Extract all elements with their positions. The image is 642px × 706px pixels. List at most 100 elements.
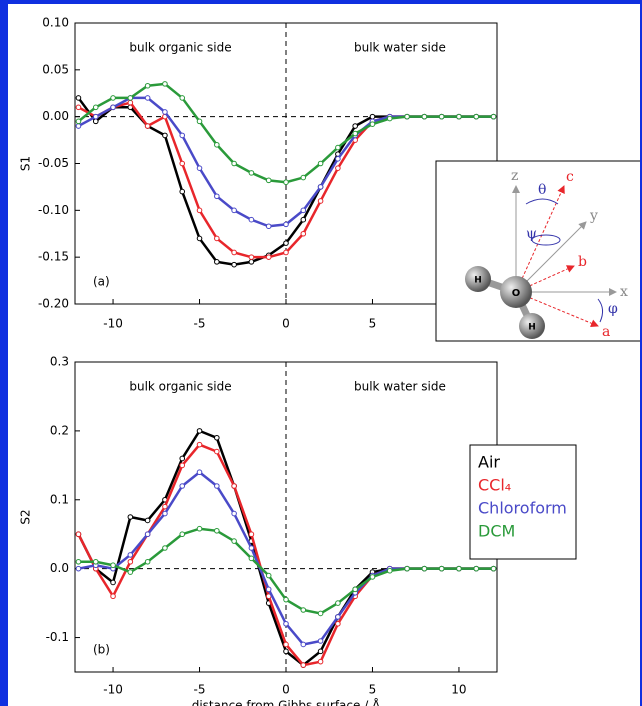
y-tick-label: 0.10 bbox=[42, 16, 69, 30]
point bbox=[179, 160, 186, 167]
point bbox=[162, 109, 168, 115]
point bbox=[214, 434, 220, 441]
point bbox=[75, 558, 82, 565]
point bbox=[231, 510, 237, 517]
point bbox=[265, 572, 272, 579]
point bbox=[386, 115, 393, 122]
vector-label: a bbox=[602, 324, 610, 340]
point bbox=[214, 483, 220, 489]
x-tick-label: -10 bbox=[103, 317, 123, 331]
point bbox=[283, 221, 289, 228]
point bbox=[196, 428, 203, 434]
atom bbox=[465, 266, 491, 292]
legend: Air CCl₄ Chloroform DCM bbox=[469, 444, 577, 560]
point bbox=[335, 614, 341, 620]
point bbox=[179, 483, 186, 489]
atom-label: H bbox=[528, 323, 536, 333]
point bbox=[283, 641, 289, 648]
point bbox=[283, 249, 289, 256]
point bbox=[162, 510, 168, 517]
y-tick-label: 0.00 bbox=[42, 109, 69, 123]
point bbox=[231, 538, 237, 544]
point bbox=[127, 99, 134, 106]
point bbox=[127, 558, 134, 565]
atom bbox=[519, 313, 545, 339]
y-tick-label: 0.0 bbox=[50, 561, 69, 575]
legend-entry: Chloroform bbox=[478, 499, 567, 518]
point bbox=[248, 545, 255, 551]
axis-arrow bbox=[515, 221, 587, 293]
point bbox=[144, 95, 151, 101]
point bbox=[179, 462, 186, 469]
point bbox=[214, 141, 220, 148]
point bbox=[300, 174, 307, 181]
point bbox=[75, 123, 82, 129]
angle-arc bbox=[531, 234, 561, 246]
point bbox=[283, 620, 289, 627]
point bbox=[335, 620, 341, 627]
point bbox=[144, 558, 151, 565]
annotation: bulk water side bbox=[354, 41, 446, 55]
x-tick-label: 5 bbox=[369, 683, 377, 697]
point bbox=[369, 121, 376, 127]
panel-label: (a) bbox=[93, 275, 110, 289]
point bbox=[317, 198, 324, 204]
point bbox=[317, 648, 324, 655]
point bbox=[196, 207, 203, 214]
inset-box bbox=[435, 160, 640, 342]
point bbox=[144, 517, 151, 524]
point bbox=[214, 259, 220, 265]
point bbox=[162, 503, 168, 510]
point bbox=[421, 113, 428, 120]
point bbox=[214, 193, 220, 200]
point bbox=[75, 95, 82, 101]
point bbox=[196, 469, 203, 476]
point bbox=[214, 235, 220, 242]
point bbox=[386, 567, 393, 574]
point bbox=[162, 132, 168, 139]
point bbox=[317, 638, 324, 644]
x-axis-label: distance from Gibbs surface / Å bbox=[192, 698, 381, 706]
point bbox=[317, 610, 324, 617]
point bbox=[473, 565, 480, 572]
point bbox=[335, 600, 341, 606]
angle-label: ψ bbox=[526, 226, 537, 242]
point bbox=[300, 216, 307, 223]
point bbox=[248, 259, 255, 265]
axis-label: y bbox=[589, 208, 598, 224]
point bbox=[335, 165, 341, 171]
point bbox=[300, 607, 307, 613]
point bbox=[317, 658, 324, 665]
point bbox=[92, 558, 99, 565]
point bbox=[369, 113, 376, 120]
point bbox=[231, 483, 237, 489]
legend-entry: CCl₄ bbox=[478, 476, 511, 495]
atom-label: H bbox=[474, 276, 482, 286]
point bbox=[248, 216, 255, 223]
x-tick-label: 5 bbox=[369, 317, 377, 331]
axis-label: x bbox=[620, 284, 628, 300]
point bbox=[265, 254, 272, 260]
point bbox=[179, 188, 186, 195]
point bbox=[110, 579, 116, 586]
point bbox=[473, 113, 480, 120]
y-tick-label: -0.10 bbox=[38, 203, 69, 217]
point bbox=[196, 118, 203, 125]
point bbox=[300, 641, 307, 648]
point bbox=[144, 531, 151, 538]
vector-label: b bbox=[578, 254, 587, 270]
point bbox=[438, 113, 445, 120]
point bbox=[75, 531, 82, 538]
point bbox=[92, 118, 99, 125]
point bbox=[317, 160, 324, 167]
point bbox=[196, 441, 203, 448]
point bbox=[127, 95, 134, 101]
point bbox=[317, 184, 324, 190]
point bbox=[438, 565, 445, 572]
point bbox=[196, 165, 203, 171]
legend-box bbox=[469, 444, 577, 560]
point bbox=[162, 81, 168, 87]
y-tick-label: -0.15 bbox=[38, 250, 69, 264]
panel-label: (b) bbox=[93, 643, 110, 657]
